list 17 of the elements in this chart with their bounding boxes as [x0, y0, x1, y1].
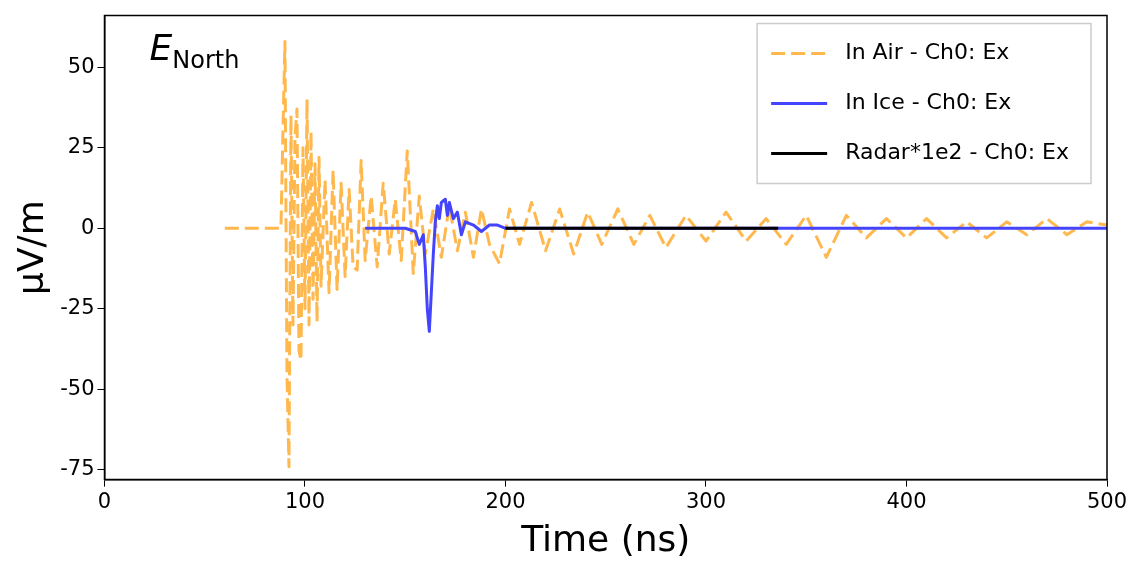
y-tick-label: -25 — [60, 295, 95, 320]
x-tick-label: 100 — [284, 488, 326, 513]
x-tick-label: 0 — [97, 488, 112, 513]
x-tick-label: 300 — [685, 488, 727, 513]
x-tick-label: 500 — [1086, 488, 1128, 513]
x-tick-label: 400 — [886, 488, 927, 513]
legend-label: Radar*1e2 - Ch0: Ex — [845, 139, 1069, 165]
legend-label: In Ice - Ch0: Ex — [845, 89, 1012, 115]
x-tick-label: 200 — [485, 488, 526, 513]
y-tick-label: 50 — [67, 53, 95, 78]
legend-label: In Air - Ch0: Ex — [845, 39, 1010, 65]
y-tick-label: -75 — [60, 456, 95, 481]
y-tick-label: 0 — [81, 214, 95, 239]
y-tick-label: -50 — [60, 375, 95, 400]
x-axis-title: Time (ns) — [520, 517, 691, 559]
y-tick-label: 25 — [67, 134, 95, 159]
y-axis-title: μV/m — [9, 200, 51, 295]
